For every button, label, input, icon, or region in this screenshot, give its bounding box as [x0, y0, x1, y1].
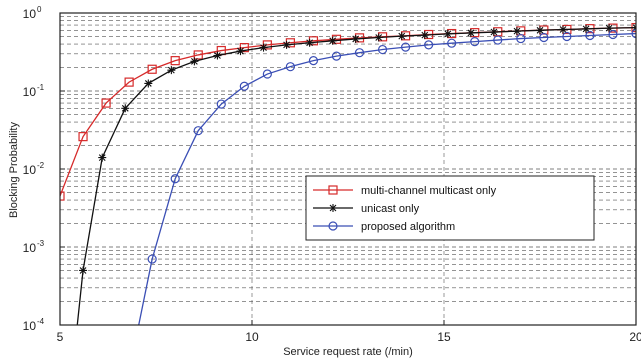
- data-point-unicast: [351, 34, 360, 43]
- x-tick-label: 15: [437, 330, 451, 344]
- series-unicast: [76, 23, 636, 325]
- y-tick-label: 10: [23, 241, 37, 255]
- y-tick-label: 10: [23, 85, 37, 99]
- y-tick-label: 10: [23, 319, 37, 333]
- y-tick-label: 10: [23, 7, 37, 21]
- x-tick-label: 10: [245, 330, 259, 344]
- data-point-proposed: [401, 42, 411, 52]
- data-point-proposed: [377, 44, 388, 55]
- y-tick-exponent: -1: [37, 83, 45, 92]
- y-tick-exponent: 0: [37, 5, 42, 14]
- data-point-proposed: [424, 40, 434, 50]
- data-point-proposed: [562, 31, 572, 42]
- data-point-unicast: [259, 43, 268, 52]
- data-point-proposed: [447, 38, 457, 48]
- data-point-unicast: [213, 51, 222, 60]
- data-point-proposed: [170, 174, 180, 184]
- data-point-proposed: [631, 28, 636, 39]
- data-point-proposed: [216, 99, 226, 109]
- data-point-unicast: [397, 32, 406, 41]
- data-point-unicast: [98, 153, 107, 162]
- data-point-multicast: [147, 64, 157, 74]
- data-point-unicast: [420, 31, 429, 40]
- data-point-unicast: [79, 266, 88, 275]
- data-point-unicast: [536, 26, 544, 35]
- data-point-proposed: [262, 69, 272, 79]
- data-point-unicast: [489, 28, 498, 37]
- data-point-unicast: [328, 36, 337, 45]
- data-point-multicast: [78, 132, 88, 142]
- legend-label-unicast: unicast only: [361, 203, 420, 215]
- data-point-multicast: [60, 191, 65, 201]
- data-point-proposed: [608, 29, 618, 40]
- data-point-multicast: [170, 56, 180, 66]
- data-point-unicast: [236, 47, 245, 56]
- data-point-proposed: [239, 81, 249, 91]
- x-tick-label: 20: [629, 330, 641, 344]
- data-point-proposed: [308, 56, 319, 66]
- data-point-multicast: [193, 50, 203, 60]
- legend-label-multicast: multi-channel multicast only: [361, 185, 497, 197]
- x-axis-label: Service request rate (/min): [283, 346, 413, 358]
- series-layer: [60, 22, 636, 325]
- data-point-proposed: [285, 62, 295, 72]
- data-point-unicast: [144, 79, 153, 88]
- data-point-multicast: [101, 98, 111, 108]
- y-tick-exponent: -2: [37, 161, 45, 170]
- data-point-proposed: [193, 126, 203, 136]
- data-point-proposed: [470, 36, 480, 47]
- y-tick-label: 10: [23, 163, 37, 177]
- data-point-unicast: [190, 57, 199, 66]
- legend-entry-proposed: proposed algorithm: [313, 221, 455, 233]
- y-axis-label: Blocking Probability: [8, 122, 20, 218]
- data-point-unicast: [121, 104, 130, 113]
- data-point-proposed: [331, 51, 342, 61]
- data-point-unicast: [167, 66, 176, 75]
- legend-box: [305, 175, 595, 241]
- data-point-proposed: [539, 32, 549, 43]
- data-point-proposed: [354, 48, 365, 58]
- data-point-unicast: [466, 28, 475, 37]
- data-point-unicast: [559, 25, 568, 34]
- data-point-unicast: [512, 27, 521, 36]
- data-point-unicast: [374, 33, 383, 42]
- legend: multi-channel multicast only unicast onl…: [305, 175, 595, 241]
- data-point-unicast: [305, 38, 314, 47]
- data-point-unicast: [605, 24, 614, 33]
- legend-label-proposed: proposed algorithm: [361, 221, 455, 233]
- x-tick-label: 5: [57, 330, 64, 344]
- data-point-unicast: [443, 29, 452, 38]
- data-point-unicast: [282, 40, 291, 49]
- data-point-proposed: [493, 35, 503, 45]
- data-point-proposed: [147, 254, 157, 264]
- data-point-proposed: [516, 33, 526, 44]
- data-point-proposed: [585, 30, 595, 41]
- series-proposed: [138, 28, 636, 325]
- y-tick-exponent: -3: [37, 239, 45, 248]
- data-point-unicast: [582, 24, 591, 33]
- legend-entry-multicast: multi-channel multicast only: [313, 185, 497, 197]
- series-line-proposed: [138, 32, 636, 325]
- legend-entry-unicast: unicast only: [313, 203, 420, 215]
- y-tick-exponent: -4: [37, 317, 45, 326]
- data-point-multicast: [124, 77, 134, 87]
